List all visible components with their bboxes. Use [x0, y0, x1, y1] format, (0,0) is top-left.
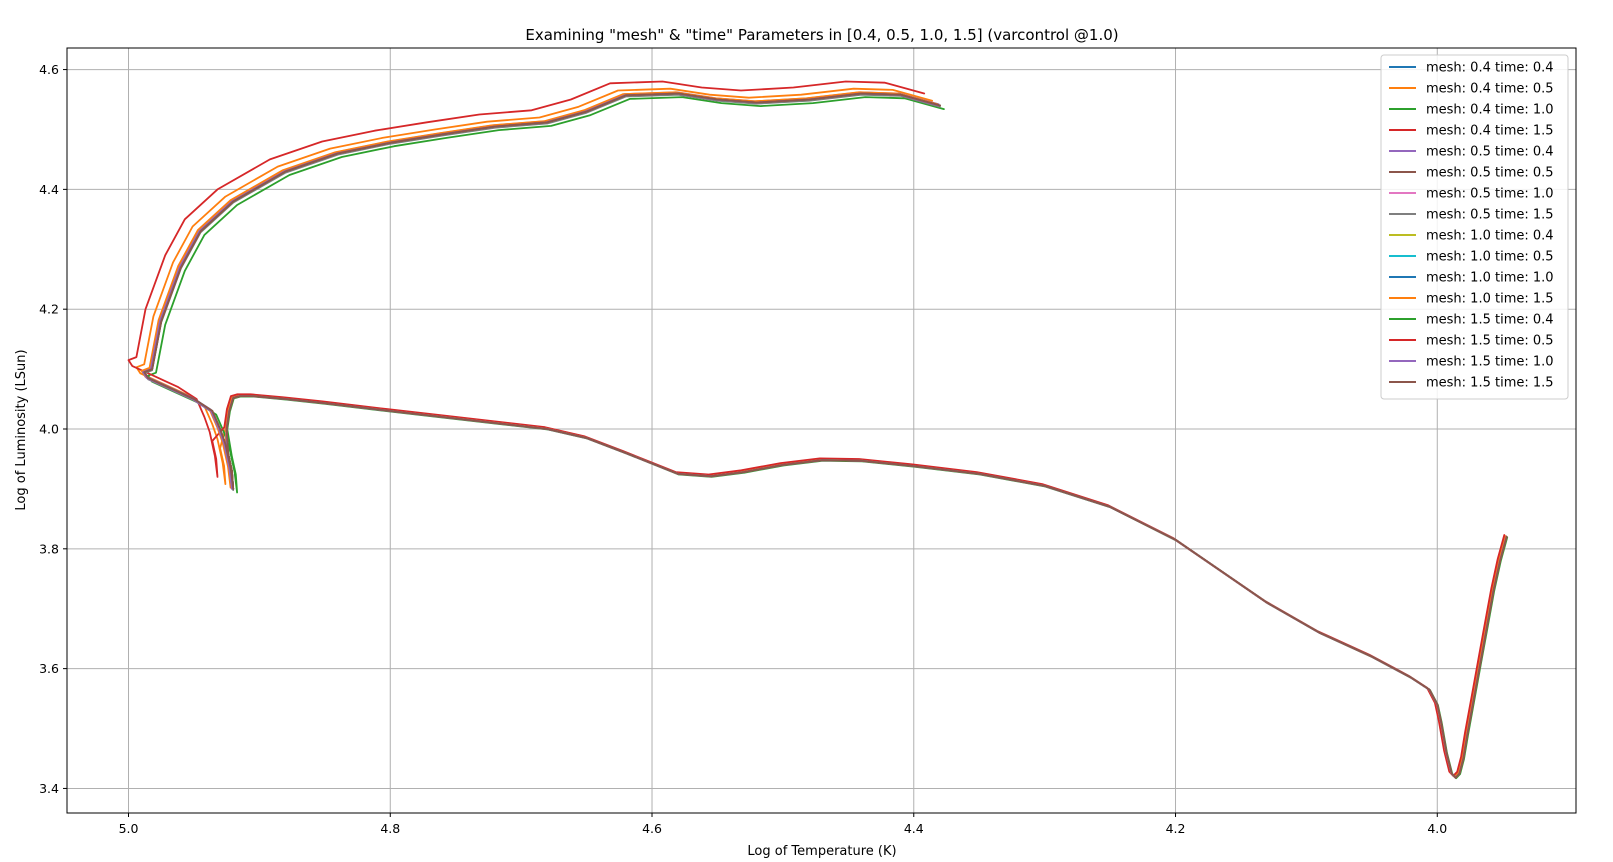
- x-tick-label: 4.0: [1427, 821, 1447, 836]
- x-tick-label: 5.0: [119, 821, 139, 836]
- legend-box: [1380, 54, 1569, 400]
- series-line: [127, 80, 1506, 777]
- axis-ticks: 5.0 4.8 4.6 4.4 4.2 4.0 3.4 3.6 3.8 4.0 4.2 4.4 4.6: [39, 62, 1447, 836]
- legend-label: mesh: 1.0 time: 1.5: [1426, 292, 1554, 307]
- legend-label: mesh: 0.5 time: 1.0: [1426, 187, 1554, 202]
- series-line: [147, 96, 1509, 780]
- x-tick-label: 4.6: [642, 821, 662, 836]
- legend-label: mesh: 1.0 time: 0.4: [1426, 229, 1554, 244]
- y-tick-label: 3.8: [39, 541, 59, 556]
- y-tick-label: 4.4: [39, 182, 59, 197]
- x-axis-label: Log of Temperature (K): [747, 844, 896, 859]
- y-tick-label: 4.2: [39, 302, 59, 317]
- grid-lines: [67, 48, 1576, 813]
- legend-label: mesh: 1.5 time: 1.0: [1426, 355, 1554, 370]
- legend-label: mesh: 0.4 time: 1.0: [1426, 103, 1554, 118]
- series-line: [143, 92, 1508, 779]
- legend-label: mesh: 0.5 time: 0.5: [1426, 166, 1554, 181]
- legend-label: mesh: 1.5 time: 0.5: [1426, 334, 1554, 349]
- series-line: [143, 92, 1508, 779]
- x-tick-label: 4.4: [904, 821, 924, 836]
- series-line: [135, 87, 1507, 778]
- legend: mesh: 0.4 time: 0.4 mesh: 0.4 time: 0.5 me…: [1380, 54, 1569, 400]
- series-line: [142, 92, 1508, 779]
- legend-label: mesh: 0.5 time: 0.4: [1426, 145, 1554, 160]
- series-line: [142, 91, 1508, 779]
- series-line: [143, 92, 1508, 779]
- series-lines: [127, 80, 1509, 780]
- y-tick-label: 3.4: [39, 781, 59, 796]
- legend-label: mesh: 1.5 time: 1.5: [1426, 376, 1554, 391]
- series-line: [143, 92, 1508, 779]
- x-tick-label: 4.2: [1166, 821, 1186, 836]
- series-line: [143, 92, 1508, 779]
- series-line: [143, 92, 1508, 779]
- y-tick-label: 4.0: [39, 422, 59, 437]
- legend-label: mesh: 0.4 time: 0.5: [1426, 82, 1554, 97]
- x-tick-label: 4.8: [380, 821, 400, 836]
- y-axis-label: Log of Luminosity (LSun): [14, 349, 29, 510]
- legend-label: mesh: 1.0 time: 1.0: [1426, 271, 1554, 286]
- y-tick-label: 4.6: [39, 62, 59, 77]
- legend-label: mesh: 0.4 time: 1.5: [1426, 124, 1554, 139]
- legend-label: mesh: 1.5 time: 0.4: [1426, 313, 1554, 328]
- legend-label: mesh: 1.0 time: 0.5: [1426, 250, 1554, 265]
- series-line: [143, 92, 1508, 779]
- y-tick-label: 3.6: [39, 661, 59, 676]
- chart-title: Examining "mesh" & "time" Parameters in …: [525, 26, 1118, 44]
- legend-label: mesh: 0.5 time: 1.5: [1426, 208, 1554, 223]
- series-line: [140, 91, 1508, 779]
- legend-label: mesh: 0.4 time: 0.4: [1426, 61, 1554, 76]
- series-line: [143, 93, 1508, 779]
- series-line: [142, 92, 1508, 779]
- plot-frame: [66, 47, 1577, 814]
- series-line: [143, 92, 1508, 779]
